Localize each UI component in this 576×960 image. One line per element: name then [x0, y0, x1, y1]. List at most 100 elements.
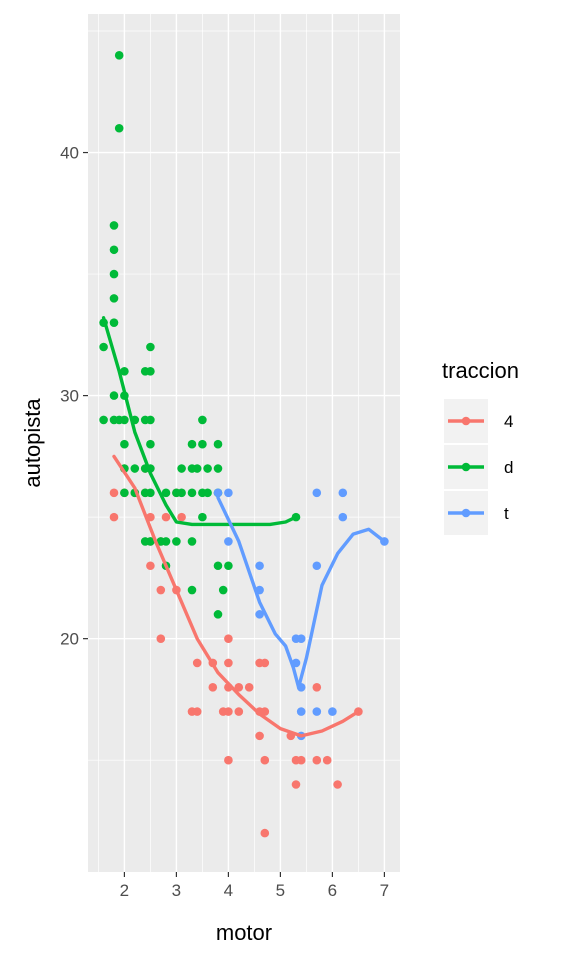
data-point-d — [99, 415, 108, 425]
data-point-d — [146, 439, 155, 449]
data-point-d — [120, 366, 129, 376]
data-point-d — [114, 51, 124, 60]
tick-labels: 2 3 4 5 6 7 20 30 40 — [60, 144, 389, 900]
data-point-d — [198, 415, 207, 425]
data-point-d — [146, 537, 155, 546]
legend-label: d — [504, 458, 513, 477]
data-point-4 — [224, 755, 233, 765]
data-point-d — [120, 415, 129, 425]
data-point-4 — [333, 780, 342, 789]
data-point-4 — [312, 755, 322, 765]
data-point-t — [296, 707, 306, 716]
legend: traccion 4 d t — [442, 358, 519, 535]
data-point-t — [312, 561, 322, 571]
x-tick-label: 3 — [172, 881, 181, 900]
legend-key-point — [461, 508, 471, 518]
data-point-t — [338, 488, 348, 498]
data-point-d — [213, 464, 223, 473]
data-point-4 — [244, 682, 254, 692]
data-point-4 — [177, 512, 186, 522]
data-point-t — [312, 488, 322, 498]
data-point-t — [328, 707, 337, 716]
data-point-d — [120, 439, 129, 449]
data-point-d — [192, 464, 202, 473]
data-point-4 — [322, 755, 332, 765]
x-tick-label: 6 — [328, 881, 337, 900]
data-point-d — [187, 585, 197, 595]
x-tick-label: 5 — [276, 881, 285, 900]
data-point-d — [109, 221, 119, 230]
y-tick-label: 30 — [60, 387, 79, 406]
data-point-d — [109, 391, 119, 400]
data-point-t — [338, 512, 348, 522]
data-point-4 — [260, 658, 270, 668]
x-tick-label: 4 — [224, 881, 233, 900]
smooth-line-d — [101, 316, 298, 527]
data-point-t — [224, 537, 233, 546]
data-point-4 — [109, 488, 119, 498]
legend-label: 4 — [504, 412, 513, 431]
y-tick-label: 20 — [60, 630, 79, 649]
data-point-d — [203, 488, 212, 498]
data-point-4 — [260, 755, 270, 765]
data-point-d — [172, 537, 181, 546]
data-point-4 — [234, 707, 244, 716]
data-point-4 — [260, 707, 270, 716]
data-point-d — [187, 537, 197, 546]
data-point-t — [255, 561, 264, 571]
data-point-d — [187, 439, 197, 449]
data-point-t — [224, 488, 233, 498]
data-point-d — [99, 342, 108, 352]
x-tick-label: 7 — [380, 881, 389, 900]
data-point-d — [161, 537, 171, 546]
data-point-4 — [260, 828, 270, 838]
data-point-d — [198, 512, 207, 522]
smooth-line-4 — [112, 454, 361, 738]
data-point-d — [213, 610, 223, 619]
data-point-d — [161, 488, 171, 498]
data-point-4 — [224, 707, 233, 716]
data-point-4 — [156, 585, 166, 595]
legend-title: traccion — [442, 358, 519, 383]
data-point-t — [312, 707, 322, 716]
data-point-d — [177, 488, 186, 498]
legend-keys: 4 d t — [444, 399, 513, 535]
data-point-4 — [192, 707, 202, 716]
data-point-4 — [296, 755, 306, 765]
smooth-layer — [101, 316, 387, 738]
data-point-4 — [192, 658, 202, 668]
data-point-d — [109, 269, 119, 279]
data-point-d — [203, 464, 212, 473]
data-point-4 — [312, 682, 322, 692]
data-point-4 — [224, 658, 233, 668]
axis-ticks — [83, 151, 385, 877]
data-point-d — [146, 366, 155, 376]
data-point-d — [114, 123, 124, 133]
plot-panel — [88, 14, 400, 872]
legend-key-point — [461, 462, 471, 472]
data-point-4 — [208, 682, 218, 692]
data-point-d — [213, 561, 223, 571]
legend-key-point — [461, 416, 471, 426]
data-point-t — [255, 610, 264, 619]
data-point-d — [109, 318, 119, 327]
data-point-t — [213, 488, 223, 498]
data-point-d — [224, 561, 233, 571]
data-point-4 — [255, 731, 264, 741]
data-point-4 — [156, 634, 166, 643]
legend-label: t — [504, 504, 509, 523]
data-point-4 — [109, 512, 119, 522]
data-point-d — [109, 245, 119, 255]
y-tick-label: 40 — [60, 144, 79, 163]
data-point-t — [296, 634, 306, 643]
data-point-d — [213, 439, 223, 449]
points-layer — [99, 51, 389, 838]
y-axis-title: autopista — [20, 398, 45, 488]
data-point-d — [120, 488, 129, 498]
data-point-4 — [291, 780, 301, 789]
data-point-d — [198, 439, 207, 449]
x-axis-title: motor — [216, 920, 272, 945]
data-point-d — [146, 415, 155, 425]
data-point-d — [146, 342, 155, 352]
